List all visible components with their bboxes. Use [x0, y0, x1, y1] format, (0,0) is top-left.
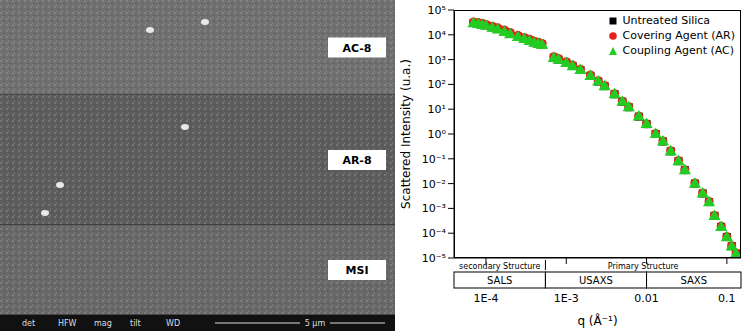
- svg-text:1E-4: 1E-4: [473, 292, 498, 305]
- svg-text:HFW: HFW: [58, 319, 77, 328]
- svg-text:tilt: tilt: [130, 319, 141, 328]
- svg-text:secondary Structure: secondary Structure: [459, 262, 540, 271]
- svg-text:AR-8: AR-8: [342, 154, 371, 167]
- svg-text:10⁻¹: 10⁻¹: [422, 153, 446, 166]
- svg-text:1E-3: 1E-3: [554, 292, 579, 305]
- svg-text:10³: 10³: [428, 54, 446, 67]
- svg-text:SALS: SALS: [487, 275, 512, 286]
- svg-text:10⁻⁴: 10⁻⁴: [422, 227, 447, 240]
- svg-text:Primary Structure: Primary Structure: [608, 262, 679, 271]
- svg-text:10¹: 10¹: [428, 103, 446, 116]
- svg-text:q (Å⁻¹): q (Å⁻¹): [577, 313, 617, 328]
- svg-text:10⁰: 10⁰: [428, 128, 447, 141]
- svg-text:AC-8: AC-8: [342, 42, 371, 55]
- html-text:Coupling Agent (AC): Coupling Agent (AC): [622, 44, 735, 57]
- svg-text:MSI: MSI: [346, 264, 369, 277]
- svg-text:Scattered Intensity (u.a.): Scattered Intensity (u.a.): [400, 59, 413, 209]
- svg-text:det: det: [22, 319, 35, 328]
- svg-text:10⁻⁵: 10⁻⁵: [422, 252, 446, 265]
- html-text:Covering Agent (AR): Covering Agent (AR): [622, 29, 735, 42]
- svg-text:WD: WD: [166, 319, 180, 328]
- svg-text:SAXS: SAXS: [680, 275, 707, 286]
- svg-text:10⁻²: 10⁻²: [422, 178, 446, 191]
- svg-text:10⁻³: 10⁻³: [422, 202, 446, 215]
- svg-text:0.1: 0.1: [718, 292, 736, 305]
- svg-text:mag: mag: [94, 319, 112, 328]
- svg-text:0.01: 0.01: [634, 292, 659, 305]
- svg-text:10⁴: 10⁴: [428, 29, 447, 42]
- svg-text:5 µm: 5 µm: [305, 319, 326, 328]
- svg-text:10⁵: 10⁵: [428, 4, 446, 17]
- svg-text:10²: 10²: [428, 78, 446, 91]
- svg-text:USAXS: USAXS: [579, 275, 613, 286]
- html-text:Untreated Silica: Untreated Silica: [622, 14, 711, 27]
